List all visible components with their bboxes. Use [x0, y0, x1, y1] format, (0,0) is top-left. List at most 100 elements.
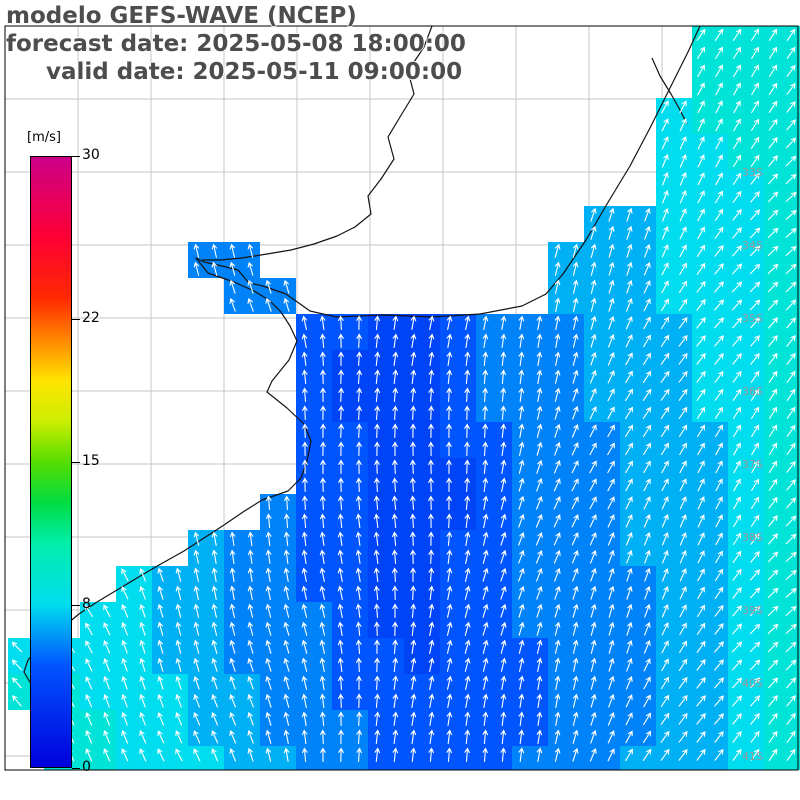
wind-speed-cell: [440, 494, 476, 530]
wind-speed-cell: [404, 566, 440, 602]
wind-speed-cell: [368, 638, 404, 674]
colorbar-gradient: [31, 157, 71, 767]
wind-speed-cell: [80, 674, 116, 710]
wind-speed-cell: [476, 566, 512, 602]
wind-speed-cell: [332, 458, 368, 494]
wind-speed-cell: [332, 422, 368, 458]
wind-speed-cell: [332, 494, 368, 530]
wind-speed-cell: [368, 746, 404, 770]
wind-speed-cell: [260, 638, 296, 674]
wind-speed-cell: [152, 638, 188, 674]
wind-speed-cell: [512, 530, 548, 566]
wind-speed-cell: [512, 350, 548, 386]
wind-speed-cell: [260, 710, 296, 746]
lat-label: 38S: [742, 531, 763, 544]
wind-speed-cell: [764, 350, 800, 386]
wind-speed-cell: [512, 458, 548, 494]
wind-speed-cell: [728, 530, 764, 566]
wind-speed-cell: [116, 746, 152, 770]
wind-speed-cell: [440, 314, 476, 350]
wind-speed-cell: [548, 746, 584, 770]
wind-speed-cell: [584, 530, 620, 566]
wind-speed-cell: [548, 422, 584, 458]
wind-speed-cell: [476, 638, 512, 674]
wind-speed-cell: [296, 386, 332, 422]
wind-speed-cell: [224, 638, 260, 674]
valid-date: valid date: 2025-05-11 09:00:00: [46, 59, 463, 85]
wind-speed-cell: [440, 638, 476, 674]
wind-speed-cell: [296, 602, 332, 638]
wind-speed-cell: [260, 530, 296, 566]
wind-speed-cell: [332, 386, 368, 422]
wind-speed-cell: [512, 494, 548, 530]
wind-speed-cell: [260, 566, 296, 602]
wind-speed-cell: [260, 674, 296, 710]
wind-speed-cell: [512, 314, 548, 350]
wind-speed-cell: [152, 746, 188, 770]
wind-speed-cell: [152, 710, 188, 746]
lat-label: 39S: [742, 604, 763, 617]
wind-speed-cell: [620, 602, 656, 638]
wind-speed-cell: [476, 674, 512, 710]
wind-speed-cell: [512, 386, 548, 422]
wind-speed-cell: [116, 638, 152, 674]
wind-speed-cell: [404, 422, 440, 458]
wind-speed-cell: [476, 746, 512, 770]
wind-speed-cell: [404, 458, 440, 494]
wind-speed-cell: [404, 386, 440, 422]
wind-speed-cell: [476, 710, 512, 746]
wind-speed-cell: [368, 710, 404, 746]
wind-speed-cell: [188, 710, 224, 746]
wind-speed-cell: [404, 710, 440, 746]
wind-speed-cell: [224, 674, 260, 710]
wind-speed-cell: [584, 674, 620, 710]
wind-speed-cell: [440, 386, 476, 422]
wind-speed-cell: [548, 458, 584, 494]
wind-speed-cell: [260, 602, 296, 638]
wind-speed-cell: [548, 314, 584, 350]
wind-speed-cell: [368, 458, 404, 494]
wind-speed-cell: [296, 422, 332, 458]
wind-speed-cell: [224, 710, 260, 746]
wind-speed-cell: [296, 746, 332, 770]
wind-speed-cell: [404, 350, 440, 386]
wind-speed-cell: [224, 566, 260, 602]
wind-speed-cell: [152, 602, 188, 638]
wind-speed-cell: [188, 602, 224, 638]
wind-speed-cell: [548, 386, 584, 422]
colorbar-tick-mark: [72, 768, 80, 769]
wind-speed-cell: [440, 530, 476, 566]
colorbar-tick-mark: [72, 604, 80, 606]
wind-speed-cell: [116, 602, 152, 638]
wind-speed-cell: [332, 530, 368, 566]
wind-speed-cell: [656, 134, 692, 170]
wind-speed-cell: [584, 566, 620, 602]
wind-speed-cell: [332, 674, 368, 710]
wind-speed-cell: [440, 566, 476, 602]
wind-speed-cell: [440, 746, 476, 770]
wind-speed-cell: [80, 710, 116, 746]
wind-speed-cell: [512, 746, 548, 770]
wind-speed-cell: [584, 278, 620, 314]
colorbar-tick-mark: [72, 156, 80, 157]
wind-speed-cell: [512, 638, 548, 674]
wind-speed-cell: [620, 206, 656, 242]
wind-speed-cell: [656, 206, 692, 242]
wind-speed-cell: [260, 746, 296, 770]
wind-speed-cell: [368, 494, 404, 530]
wind-speed-cell: [368, 530, 404, 566]
forecast-date: forecast date: 2025-05-08 18:00:00: [6, 31, 466, 57]
wind-speed-cell: [404, 638, 440, 674]
wind-speed-cell: [332, 350, 368, 386]
lat-label: 34S: [742, 239, 763, 252]
lat-label: 37S: [742, 458, 763, 471]
wind-speed-cell: [332, 566, 368, 602]
coastline: [651, 57, 688, 125]
wind-arrows: [11, 28, 797, 763]
wind-speed-cell: [512, 602, 548, 638]
wind-speed-cell: [368, 350, 404, 386]
wind-speed-cell: [548, 350, 584, 386]
wind-speed-cell: [296, 530, 332, 566]
